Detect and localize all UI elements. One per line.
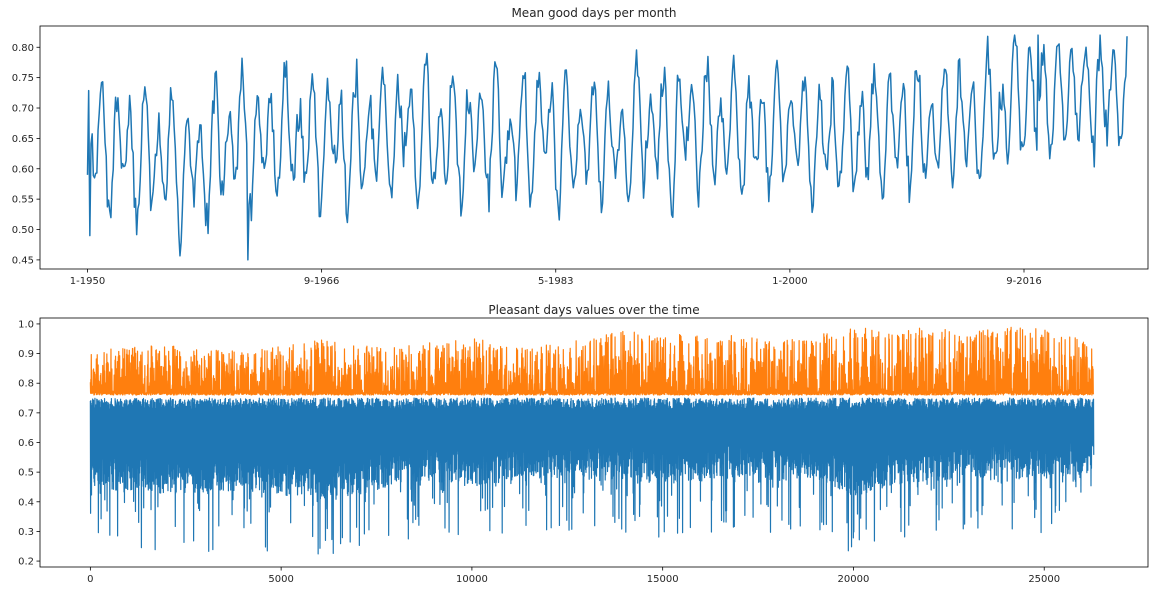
series-layer: [86, 34, 1128, 261]
chart-mean-good-days: Mean good days per month 0.45 0.50 0.55 0.6…: [12, 6, 1149, 287]
series-layer: [89, 326, 1095, 555]
plot-frame: [39, 317, 1149, 568]
x-tick-label: 5-1983: [538, 276, 573, 287]
series-line: [89, 326, 1095, 396]
x-tick-label: 20000: [838, 574, 870, 585]
y-tick-label: 0.6: [18, 438, 34, 449]
y-tick-label: 0.45: [12, 255, 34, 266]
y-tick-label: 0.70: [12, 104, 34, 115]
chart-pleasant-days: Pleasant days values over the time 0.20.…: [18, 303, 1149, 585]
y-tick-label: 0.5: [18, 468, 34, 479]
x-axis: 1-1950 9-1966 5-1983 1-2000 9-2016: [70, 269, 1042, 287]
series-line: [89, 397, 1095, 555]
x-tick-label: 10000: [456, 574, 488, 585]
x-tick-label: 9-1966: [304, 276, 339, 287]
y-tick-label: 0.3: [18, 527, 34, 538]
y-tick-label: 0.75: [12, 73, 34, 84]
plot-frame: [39, 25, 1149, 270]
x-tick-label: 15000: [647, 574, 679, 585]
y-tick-label: 0.60: [12, 164, 34, 175]
x-tick-label: 1-2000: [772, 276, 807, 287]
y-tick-label: 0.7: [18, 408, 34, 419]
y-tick-label: 1.0: [18, 319, 34, 330]
x-tick-label: 25000: [1028, 574, 1060, 585]
chart-title: Pleasant days values over the time: [488, 303, 699, 317]
y-axis: 0.2 0.3 0.4 0.5 0.6 0.7 0.8 0.9 1.0: [18, 319, 40, 568]
y-tick-label: 0.9: [18, 349, 34, 360]
x-tick-label: 1-1950: [70, 276, 105, 287]
y-tick-label: 0.8: [18, 379, 34, 390]
x-axis: 0 5000 10000 15000 20000 25000: [87, 567, 1060, 585]
y-axis: 0.45 0.50 0.55 0.60 0.65 0.70 0.75 0.80: [12, 43, 40, 266]
chart-title: Mean good days per month: [511, 6, 676, 20]
y-tick-label: 0.2: [18, 557, 34, 568]
x-tick-label: 9-2016: [1006, 276, 1041, 287]
y-tick-label: 0.65: [12, 134, 34, 145]
x-tick-label: 0: [87, 574, 93, 585]
y-tick-label: 0.50: [12, 225, 34, 236]
x-tick-label: 5000: [268, 574, 293, 585]
y-tick-label: 0.4: [18, 497, 34, 508]
y-tick-label: 0.55: [12, 195, 34, 206]
series-line: [86, 34, 1128, 261]
y-tick-label: 0.80: [12, 43, 34, 54]
